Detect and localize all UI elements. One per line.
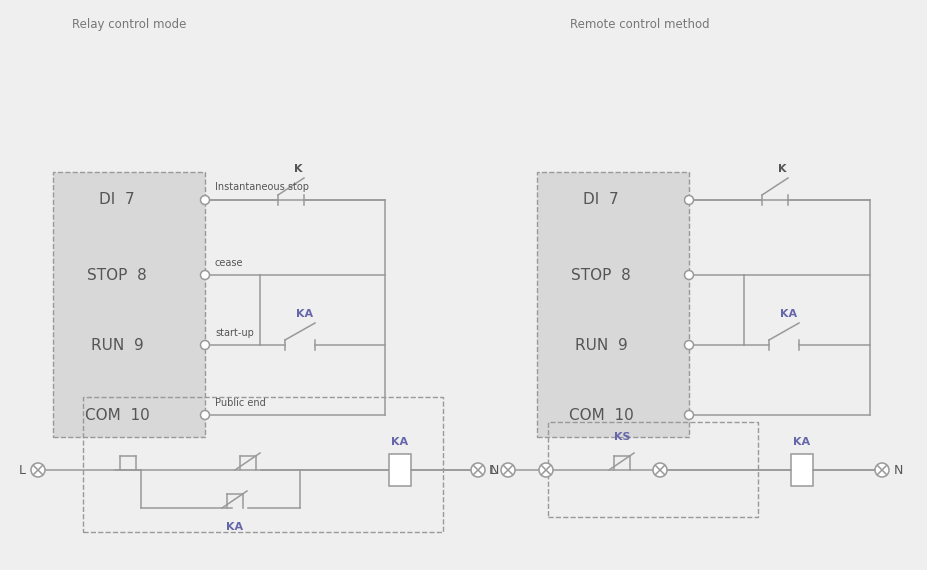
- Text: KA: KA: [781, 309, 797, 319]
- Circle shape: [684, 340, 693, 349]
- Text: KA: KA: [391, 437, 409, 447]
- Circle shape: [200, 271, 210, 279]
- Text: cease: cease: [215, 258, 244, 268]
- Text: N: N: [894, 463, 904, 477]
- Text: Remote control method: Remote control method: [570, 18, 710, 31]
- Text: STOP  8: STOP 8: [87, 267, 146, 283]
- Bar: [83, 397, 443, 532]
- Text: COM  10: COM 10: [84, 408, 149, 422]
- Text: STOP  8: STOP 8: [571, 267, 631, 283]
- Text: KA: KA: [794, 437, 810, 447]
- Circle shape: [684, 271, 693, 279]
- Circle shape: [539, 463, 553, 477]
- Bar: [537, 172, 689, 437]
- Text: Instantaneous stop: Instantaneous stop: [215, 182, 309, 192]
- Circle shape: [200, 196, 210, 205]
- Text: K: K: [294, 164, 302, 174]
- Circle shape: [200, 340, 210, 349]
- Circle shape: [200, 410, 210, 420]
- Text: K: K: [778, 164, 786, 174]
- Circle shape: [653, 463, 667, 477]
- Text: Relay control mode: Relay control mode: [72, 18, 186, 31]
- Circle shape: [684, 196, 693, 205]
- Circle shape: [471, 463, 485, 477]
- Text: start-up: start-up: [215, 328, 254, 338]
- Bar: [53, 172, 205, 437]
- Bar: [791, 454, 813, 486]
- Circle shape: [31, 463, 45, 477]
- Text: N: N: [490, 463, 500, 477]
- Text: DI  7: DI 7: [99, 193, 134, 207]
- Text: KA: KA: [297, 309, 313, 319]
- Circle shape: [501, 463, 515, 477]
- Text: L: L: [489, 463, 496, 477]
- Bar: [548, 422, 758, 517]
- Text: COM  10: COM 10: [568, 408, 633, 422]
- Text: RUN  9: RUN 9: [91, 337, 144, 352]
- Text: KS: KS: [614, 432, 630, 442]
- Text: RUN  9: RUN 9: [575, 337, 628, 352]
- Text: DI  7: DI 7: [583, 193, 619, 207]
- Bar: [389, 454, 411, 486]
- Text: KA: KA: [226, 522, 244, 532]
- Circle shape: [684, 410, 693, 420]
- Text: Public end: Public end: [215, 398, 266, 408]
- Circle shape: [875, 463, 889, 477]
- Text: L: L: [19, 463, 26, 477]
